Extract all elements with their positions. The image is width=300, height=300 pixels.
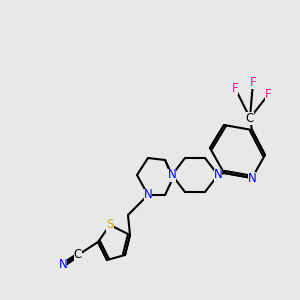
Text: F: F bbox=[265, 88, 271, 101]
Text: N: N bbox=[144, 188, 152, 202]
Text: F: F bbox=[250, 76, 256, 88]
Text: F: F bbox=[232, 82, 238, 94]
Text: N: N bbox=[214, 169, 222, 182]
Text: S: S bbox=[106, 218, 114, 232]
Text: N: N bbox=[168, 169, 176, 182]
Text: N: N bbox=[58, 259, 68, 272]
Text: C: C bbox=[74, 248, 82, 262]
Text: N: N bbox=[248, 172, 256, 184]
Text: C: C bbox=[246, 112, 254, 124]
